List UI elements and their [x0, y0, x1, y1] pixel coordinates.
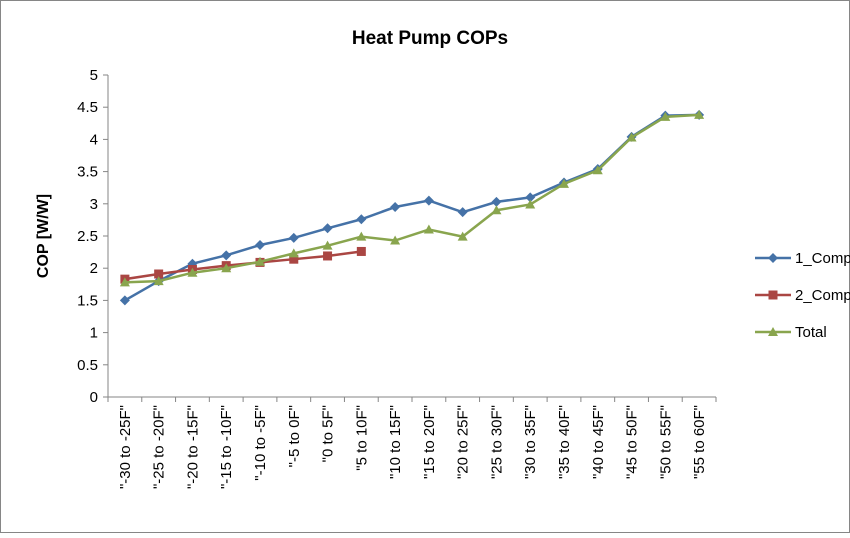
- data-point: [525, 192, 536, 203]
- legend-label: 2_Comp: [795, 287, 850, 304]
- data-point: [255, 240, 265, 251]
- x-tick-label: "0 to 5F": [320, 405, 337, 462]
- data-point: [119, 295, 130, 306]
- y-tick-label: 4: [90, 131, 98, 148]
- data-point: [423, 195, 434, 206]
- legend-marker: [768, 327, 778, 336]
- data-point: [457, 207, 468, 218]
- x-tick-label: "-25 to -20F": [151, 405, 168, 489]
- x-tick-label: "5 to 10F": [353, 405, 370, 471]
- x-tick-label: "-20 to -15F": [184, 405, 201, 489]
- legend-marker: [768, 253, 778, 263]
- legend-marker: [768, 290, 778, 300]
- data-point: [288, 232, 299, 243]
- chart-title: Heat Pump COPs: [352, 28, 508, 49]
- data-point: [323, 251, 333, 261]
- data-point: [119, 277, 130, 287]
- data-point: [491, 205, 502, 215]
- data-point: [457, 231, 468, 241]
- x-tick-label: "-10 to -5F": [252, 405, 269, 481]
- y-tick-label: 1: [90, 325, 98, 342]
- y-tick-label: 3.5: [77, 164, 98, 181]
- x-tick-label: "-30 to -25F": [117, 405, 134, 489]
- y-tick-label: 4.5: [77, 99, 98, 116]
- x-tick-label: "55 to 60F": [691, 405, 708, 479]
- y-tick-label: 2.5: [77, 228, 98, 245]
- data-point: [626, 132, 637, 142]
- x-tick-label: "50 to 55F": [657, 405, 674, 479]
- data-point: [221, 263, 232, 273]
- data-point: [423, 224, 434, 234]
- y-axis-label: COP [W/W]: [35, 194, 52, 278]
- data-point: [356, 231, 367, 241]
- data-point: [356, 214, 367, 225]
- y-tick-label: 2: [90, 260, 98, 277]
- y-tick-label: 1.5: [77, 292, 98, 309]
- data-point: [153, 276, 164, 286]
- data-point: [660, 111, 671, 121]
- data-point: [592, 165, 603, 175]
- series-line: [124, 113, 700, 284]
- data-point: [255, 256, 265, 266]
- data-point: [154, 269, 164, 279]
- data-point: [356, 246, 366, 256]
- x-tick-label: "45 to 50F": [624, 405, 641, 479]
- data-point: [491, 196, 502, 207]
- x-tick-label: "15 to 20F": [421, 405, 438, 479]
- data-point: [559, 178, 569, 188]
- data-point: [694, 109, 705, 119]
- data-point: [525, 199, 536, 209]
- x-tick-label: "20 to 25F": [455, 405, 472, 479]
- data-point: [390, 235, 401, 245]
- x-tick-label: "-5 to 0F": [286, 405, 303, 467]
- y-tick-label: 0.5: [77, 357, 98, 374]
- data-point: [322, 240, 333, 250]
- y-tick-label: 5: [90, 67, 98, 84]
- x-tick-label: "25 to 30F": [488, 405, 505, 479]
- data-point: [289, 254, 299, 264]
- data-point: [390, 202, 401, 213]
- x-tick-label: "10 to 15F": [387, 405, 404, 479]
- y-tick-label: 3: [90, 196, 98, 213]
- x-tick-label: "30 to 35F": [522, 405, 539, 479]
- x-tick-label: "35 to 40F": [556, 405, 573, 479]
- x-tick-label: "-15 to -10F": [218, 405, 235, 489]
- x-tick-label: "40 to 45F": [590, 405, 607, 479]
- data-point: [288, 248, 299, 258]
- legend-label: Total: [795, 324, 827, 341]
- legend-label: 1_Comp: [795, 250, 850, 267]
- data-point: [221, 250, 232, 261]
- y-tick-label: 0: [90, 389, 98, 406]
- data-point: [187, 267, 198, 277]
- data-point: [322, 223, 333, 234]
